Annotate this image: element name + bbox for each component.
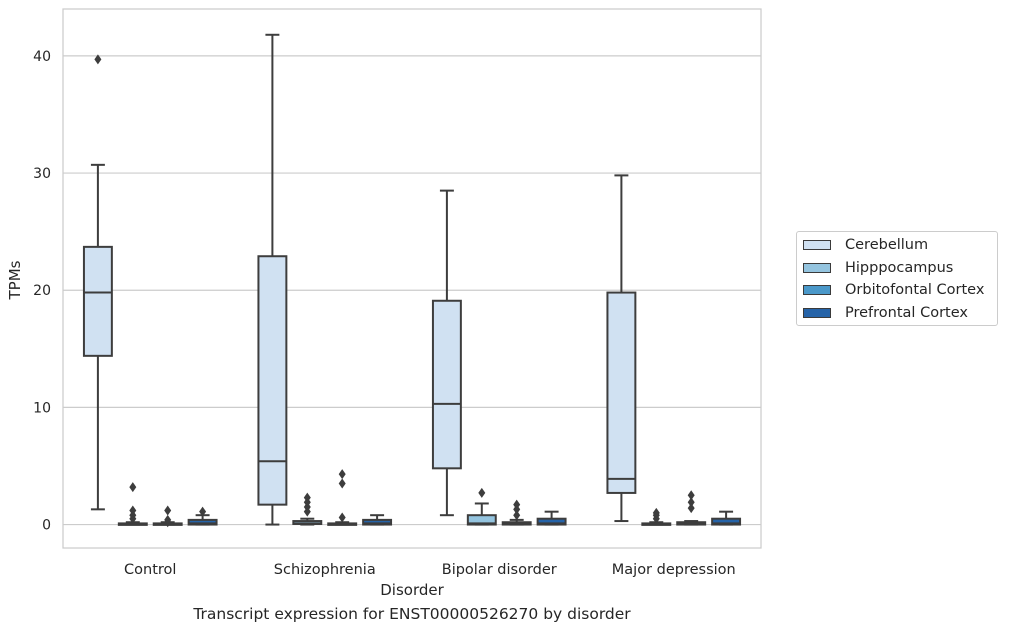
outlier-point bbox=[687, 503, 695, 514]
outlier-point bbox=[338, 469, 346, 480]
outlier-point bbox=[652, 507, 660, 518]
box-3-2 bbox=[676, 490, 707, 526]
legend-item-prefrontal-cortex: Prefrontal Cortex bbox=[803, 304, 968, 322]
legend-label: Orbitofontal Cortex bbox=[845, 282, 985, 298]
box-0-0 bbox=[82, 54, 113, 511]
box-2-0 bbox=[431, 189, 462, 517]
y-axis-label: TPMs bbox=[6, 260, 24, 300]
legend-item-hipppocampus: Hipppocampus bbox=[803, 259, 953, 277]
box-1-1 bbox=[292, 492, 323, 526]
box bbox=[362, 518, 393, 526]
box-1-3 bbox=[362, 514, 393, 526]
outlier-point bbox=[687, 497, 695, 508]
legend-swatch-cerebellum bbox=[803, 240, 831, 250]
box bbox=[536, 517, 567, 526]
box-2-3 bbox=[536, 510, 567, 526]
box bbox=[82, 245, 113, 357]
box bbox=[187, 518, 218, 526]
outlier-point bbox=[513, 510, 521, 521]
outlier-point bbox=[164, 505, 172, 516]
outlier-point bbox=[129, 505, 137, 516]
box-3-3 bbox=[711, 510, 742, 526]
box bbox=[466, 514, 497, 526]
y-tick-label: 0 bbox=[42, 518, 51, 534]
outlier-point bbox=[338, 512, 346, 523]
legend-swatch-hipppocampus bbox=[803, 263, 831, 273]
figure-caption: Transcript expression for ENST0000052627… bbox=[193, 605, 631, 623]
x-tick-labels: Control Schizophrenia Bipolar disorder Majo… bbox=[124, 562, 736, 578]
box bbox=[711, 517, 742, 526]
outlier-point bbox=[129, 482, 137, 493]
box bbox=[431, 299, 462, 470]
legend-swatch-orbitofontal-cortex bbox=[803, 285, 831, 295]
box bbox=[257, 255, 288, 506]
outlier-point bbox=[687, 490, 695, 501]
x-tick-label: Bipolar disorder bbox=[442, 562, 557, 578]
legend-label: Prefrontal Cortex bbox=[845, 305, 968, 321]
outlier-point bbox=[164, 514, 172, 525]
box-2-1 bbox=[466, 487, 497, 526]
outlier-point bbox=[338, 478, 346, 489]
x-axis-label: Disorder bbox=[380, 581, 444, 599]
box-3-1 bbox=[641, 507, 672, 526]
box-2-2 bbox=[501, 499, 532, 526]
y-tick-label: 20 bbox=[33, 283, 51, 299]
y-tick-labels: 0 10 20 30 40 bbox=[33, 49, 51, 534]
box-0-3 bbox=[187, 506, 218, 526]
outlier-point bbox=[478, 487, 486, 498]
box-1-0 bbox=[257, 33, 288, 526]
legend: Cerebellum Hipppocampus Orbitofontal Cor… bbox=[796, 231, 998, 326]
outlier-point bbox=[513, 499, 521, 510]
y-tick-label: 40 bbox=[33, 49, 51, 65]
x-tick-label: Major depression bbox=[612, 562, 736, 578]
outlier-point bbox=[94, 54, 102, 65]
x-tick-label: Schizophrenia bbox=[274, 562, 376, 578]
y-tick-label: 30 bbox=[33, 166, 51, 182]
y-tick-label: 10 bbox=[33, 400, 51, 416]
box-1-2 bbox=[327, 469, 358, 526]
box-3-0 bbox=[606, 174, 637, 523]
legend-label: Cerebellum bbox=[845, 237, 929, 253]
box-groups bbox=[82, 33, 742, 528]
legend-item-orbitofontal-cortex: Orbitofontal Cortex bbox=[803, 281, 984, 299]
box-0-1 bbox=[117, 482, 148, 526]
grid-lines bbox=[63, 55, 761, 526]
x-tick-label: Control bbox=[124, 562, 176, 578]
legend-label: Hipppocampus bbox=[845, 260, 954, 276]
plot-frame bbox=[62, 8, 762, 549]
box bbox=[606, 291, 637, 494]
legend-swatch-prefrontal-cortex bbox=[803, 308, 831, 318]
box-0-2 bbox=[152, 505, 183, 528]
outlier-point bbox=[303, 492, 311, 503]
outlier-point bbox=[199, 506, 207, 517]
legend-item-cerebellum: Cerebellum bbox=[803, 236, 928, 254]
